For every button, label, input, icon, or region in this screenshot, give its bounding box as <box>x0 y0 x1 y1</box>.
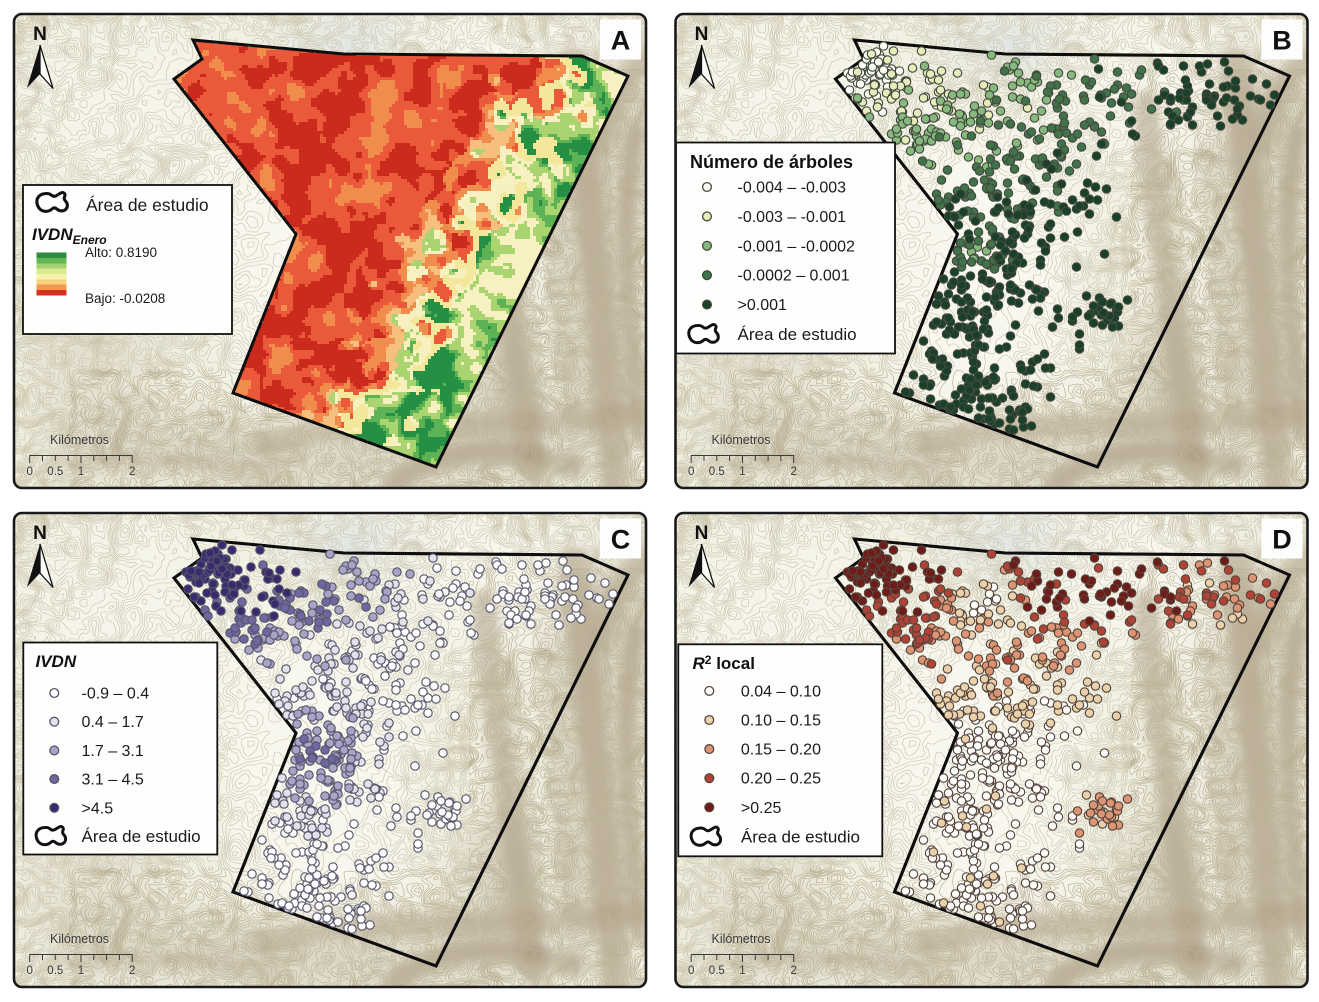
svg-text:0.15 – 0.20: 0.15 – 0.20 <box>741 742 821 759</box>
svg-text:Bajo: -0.0208: Bajo: -0.0208 <box>85 291 165 306</box>
svg-text:0.20 – 0.25: 0.20 – 0.25 <box>741 771 821 788</box>
svg-text:Alto: 0.8190: Alto: 0.8190 <box>85 245 157 260</box>
svg-text:-0.004 – -0.003: -0.004 – -0.003 <box>738 180 847 197</box>
svg-text:>0.25: >0.25 <box>741 800 782 817</box>
svg-text:Área de estudio: Área de estudio <box>738 325 857 344</box>
svg-text:Área de estudio: Área de estudio <box>86 195 209 215</box>
svg-text:-0.9 – 0.4: -0.9 – 0.4 <box>82 686 150 703</box>
svg-text:>4.5: >4.5 <box>82 800 114 817</box>
svg-text:1.7 – 3.1: 1.7 – 3.1 <box>82 743 144 760</box>
svg-text:D: D <box>1272 525 1292 555</box>
svg-text:>0.001: >0.001 <box>738 297 787 314</box>
svg-text:0.4 – 1.7: 0.4 – 1.7 <box>82 714 144 731</box>
svg-text:0.10 – 0.15: 0.10 – 0.15 <box>741 713 821 730</box>
svg-text:-0.003 – -0.001: -0.003 – -0.001 <box>738 209 847 226</box>
svg-text:B: B <box>1272 26 1292 56</box>
svg-text:Área de estudio: Área de estudio <box>82 827 201 846</box>
svg-text:Área de estudio: Área de estudio <box>741 828 860 847</box>
svg-text:R2 local: R2 local <box>693 653 755 673</box>
svg-text:Número de árboles: Número de árboles <box>690 152 853 172</box>
svg-text:C: C <box>611 525 631 555</box>
svg-text:0.04 – 0.10: 0.04 – 0.10 <box>741 683 821 700</box>
svg-text:-0.001 – -0.0002: -0.001 – -0.0002 <box>738 238 856 255</box>
svg-text:IVDN: IVDN <box>36 652 77 671</box>
svg-text:A: A <box>611 26 631 56</box>
svg-text:-0.0002 – 0.001: -0.0002 – 0.001 <box>738 268 850 285</box>
svg-text:3.1 – 4.5: 3.1 – 4.5 <box>82 772 144 789</box>
